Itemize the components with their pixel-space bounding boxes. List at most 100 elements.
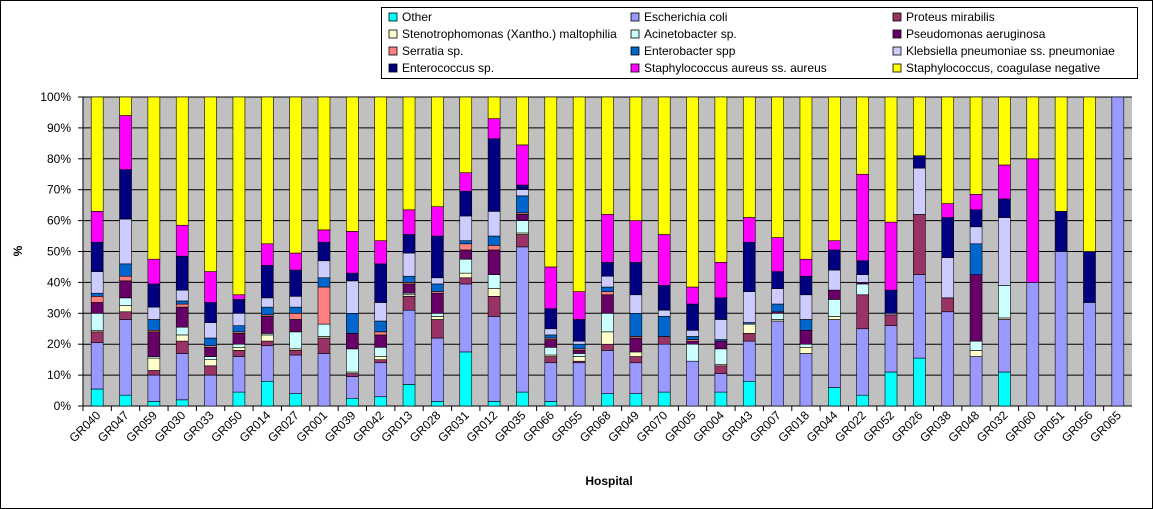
bar-segment (374, 334, 387, 348)
bar-segment (828, 319, 841, 388)
bar-segment (686, 336, 699, 340)
bar-segment (119, 305, 132, 313)
bar-segment (90, 211, 104, 243)
bar-segment (969, 350, 983, 357)
bar-segment (346, 376, 359, 399)
bar-segment (742, 217, 756, 243)
y-tick-label: 60% (47, 214, 71, 228)
bar-segment (941, 297, 955, 313)
bar-segment (856, 328, 869, 396)
bar-segment (431, 206, 444, 237)
bar-segment (1083, 96, 1096, 252)
legend-label: Acinetobacter sp. (644, 27, 737, 41)
bar-segment (431, 292, 444, 314)
legend-label: Other (402, 10, 432, 24)
bar-segment (941, 96, 955, 204)
bar-segment (431, 337, 444, 402)
bar-segment (232, 350, 246, 357)
bar-segment (402, 283, 416, 294)
bar-segment (204, 365, 217, 376)
bar-segment (714, 319, 728, 340)
bar-segment (714, 262, 728, 299)
bar-segment (346, 373, 359, 377)
bar-segment (175, 224, 189, 257)
bar-segment (232, 333, 246, 345)
bar-segment (969, 209, 983, 228)
legend-swatch (388, 12, 398, 22)
bar-segment (913, 167, 926, 215)
bar-segment (572, 96, 586, 292)
bar-segment (147, 319, 161, 331)
bar-segment (459, 172, 473, 192)
bar-segment (374, 263, 387, 303)
bar-segment (544, 266, 558, 309)
bar-segment (771, 320, 784, 407)
bar-segment (119, 96, 132, 116)
bar-segment (799, 319, 813, 331)
bar-segment (572, 362, 586, 407)
bar-segment (374, 346, 387, 357)
legend-swatch (892, 12, 902, 22)
bar-segment (289, 312, 302, 320)
bar-segment (147, 331, 161, 357)
bar-segment (686, 360, 699, 407)
bar-segment (714, 96, 728, 263)
bar-segment (742, 340, 756, 382)
bar-segment (828, 299, 841, 317)
bar-segment (431, 319, 444, 339)
bar-segment (90, 271, 104, 294)
bar-segment (572, 343, 586, 350)
bar-segment (572, 350, 586, 354)
bar-segment (459, 190, 473, 217)
bar-segment (459, 277, 473, 285)
bar-segment (544, 346, 558, 356)
bar-segment (175, 340, 189, 354)
bar-segment (799, 343, 813, 348)
y-tick-label: 100% (40, 90, 71, 104)
y-tick-label: 80% (47, 152, 71, 166)
bar-segment (374, 320, 387, 333)
legend-swatch (630, 29, 640, 39)
bar-segment (913, 96, 926, 157)
y-tick-label: 70% (47, 183, 71, 197)
bar-segment (232, 299, 246, 314)
legend-label: Enterobacter spp (644, 44, 736, 58)
bar-segment (686, 96, 699, 288)
bar-segment (516, 184, 529, 191)
bar-segment (260, 334, 274, 342)
bar-segment (289, 350, 302, 356)
bar-segment (544, 334, 558, 339)
bar-segment (998, 164, 1011, 200)
legend-swatch (388, 63, 398, 73)
bar-segment (346, 96, 359, 232)
legend-label: Pseudomonas aeruginosa (906, 27, 1046, 41)
bar-segment (374, 331, 387, 336)
y-tick-label: 10% (47, 368, 71, 382)
bar-segment (714, 373, 728, 393)
bar-segment (629, 220, 643, 263)
bar-segment (119, 169, 132, 220)
bar-segment (969, 96, 983, 195)
bar-segment (884, 371, 898, 407)
bar-segment (289, 354, 302, 394)
bar-segment (856, 283, 869, 296)
bar-segment (487, 211, 501, 237)
bar-segment (119, 311, 132, 320)
bar-segment (771, 312, 784, 320)
legend-swatch (630, 12, 640, 22)
bar-segment (799, 353, 813, 407)
bar-segment (317, 241, 331, 262)
bar-segment (742, 241, 756, 292)
bar-segment (459, 249, 473, 260)
bar-segment (402, 296, 416, 311)
bar-segment (317, 337, 331, 354)
bar-segment (402, 209, 416, 235)
bar-segment (346, 231, 359, 274)
bar-segment (346, 348, 359, 373)
bar-segment (260, 297, 274, 308)
bar-segment (317, 96, 331, 231)
bar-segment (828, 289, 841, 300)
bar-segment (260, 380, 274, 407)
bar-segment (175, 303, 189, 308)
bar-segment (232, 356, 246, 393)
